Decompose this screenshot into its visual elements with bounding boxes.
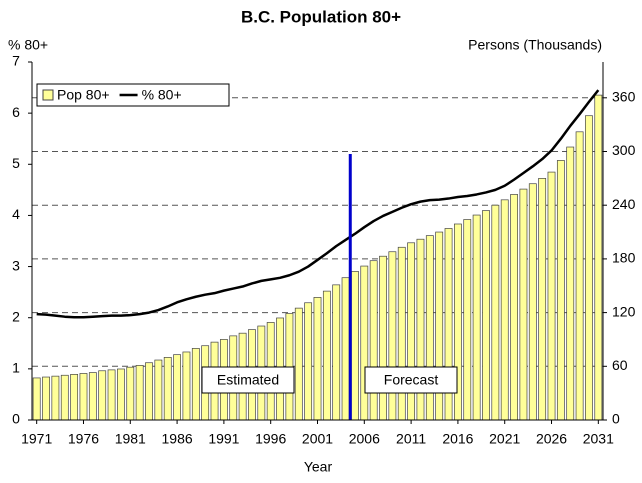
x-tick-label: 2011	[396, 431, 426, 447]
y2-tick-label: 300	[612, 142, 636, 158]
y-tick-label: 3	[12, 257, 20, 273]
chart-title: B.C. Population 80+	[241, 7, 401, 26]
legend-label: % 80+	[142, 87, 182, 103]
bar	[491, 204, 500, 421]
bar	[397, 246, 406, 421]
line	[36, 89, 600, 319]
bar	[163, 357, 172, 421]
bar	[154, 359, 163, 421]
bar	[341, 277, 350, 421]
y2-tick-label: 60	[612, 357, 628, 373]
bar	[369, 260, 378, 421]
y2-axis-label: Persons (Thousands)	[468, 37, 602, 53]
bar	[556, 160, 565, 421]
annotation-box	[201, 366, 295, 394]
bar	[388, 251, 397, 421]
x-tick-label: 1986	[162, 431, 193, 447]
bar	[360, 265, 369, 421]
bar	[332, 284, 341, 421]
bar	[88, 372, 97, 421]
y-tick-label: 4	[12, 206, 20, 222]
x-tick-label: 1976	[68, 431, 99, 447]
y2-tick-label: 180	[612, 250, 636, 266]
x-tick-label: 1991	[208, 431, 239, 447]
bar	[51, 375, 60, 421]
legend-swatch	[42, 89, 54, 101]
bar	[510, 194, 518, 421]
bar	[107, 369, 116, 421]
bar	[42, 376, 50, 421]
bar	[313, 297, 322, 421]
bar	[135, 365, 144, 421]
y2-tick-label: 120	[612, 303, 636, 319]
bar	[294, 307, 303, 421]
x-tick-label: 2006	[349, 431, 380, 447]
x-tick-label: 2031	[583, 431, 614, 447]
bar	[322, 290, 331, 421]
x-tick-label: 1971	[21, 431, 52, 447]
bar	[191, 348, 200, 421]
bar	[70, 374, 79, 421]
x-tick-label: 1996	[255, 431, 286, 447]
bar	[500, 199, 509, 421]
y-tick-label: 6	[12, 104, 20, 120]
x-tick-label: 2026	[536, 431, 567, 447]
bar	[182, 351, 191, 421]
bar	[145, 362, 153, 421]
x-axis-label: Year	[304, 459, 333, 475]
y-tick-label: 5	[12, 155, 20, 171]
bar	[566, 146, 575, 421]
bar	[304, 302, 313, 421]
y-tick-label: 0	[12, 411, 20, 427]
bar	[585, 115, 593, 421]
bar	[463, 219, 472, 421]
bar	[117, 368, 125, 421]
annotation: Estimated	[217, 372, 279, 388]
bar	[60, 374, 69, 421]
bar	[32, 377, 41, 421]
bar	[472, 214, 481, 421]
bar	[482, 210, 490, 421]
y-tick-label: 2	[12, 308, 20, 324]
bar	[98, 370, 107, 421]
bar	[538, 178, 547, 421]
y-tick-label: 1	[12, 360, 20, 376]
x-tick-label: 1981	[115, 431, 146, 447]
y2-tick-label: 0	[612, 411, 620, 427]
y2-tick-label: 360	[612, 89, 636, 105]
legend-label: Pop 80+	[57, 87, 110, 103]
bar	[351, 271, 359, 421]
x-tick-label: 2021	[489, 431, 520, 447]
x-tick-label: 2016	[442, 431, 473, 447]
bar	[173, 354, 181, 421]
y2-tick-label: 240	[612, 196, 636, 212]
bar	[547, 171, 556, 421]
x-tick-label: 2001	[302, 431, 333, 447]
annotation-box	[364, 366, 458, 394]
y-tick-label: 7	[12, 53, 20, 69]
bar	[528, 183, 537, 421]
annotation: Forecast	[384, 372, 439, 388]
bar	[379, 255, 387, 421]
y-axis-label: % 80+	[8, 37, 48, 53]
bar	[79, 373, 88, 421]
bar	[126, 366, 135, 421]
bar	[594, 94, 603, 421]
bar	[519, 188, 528, 421]
bar	[575, 131, 584, 421]
